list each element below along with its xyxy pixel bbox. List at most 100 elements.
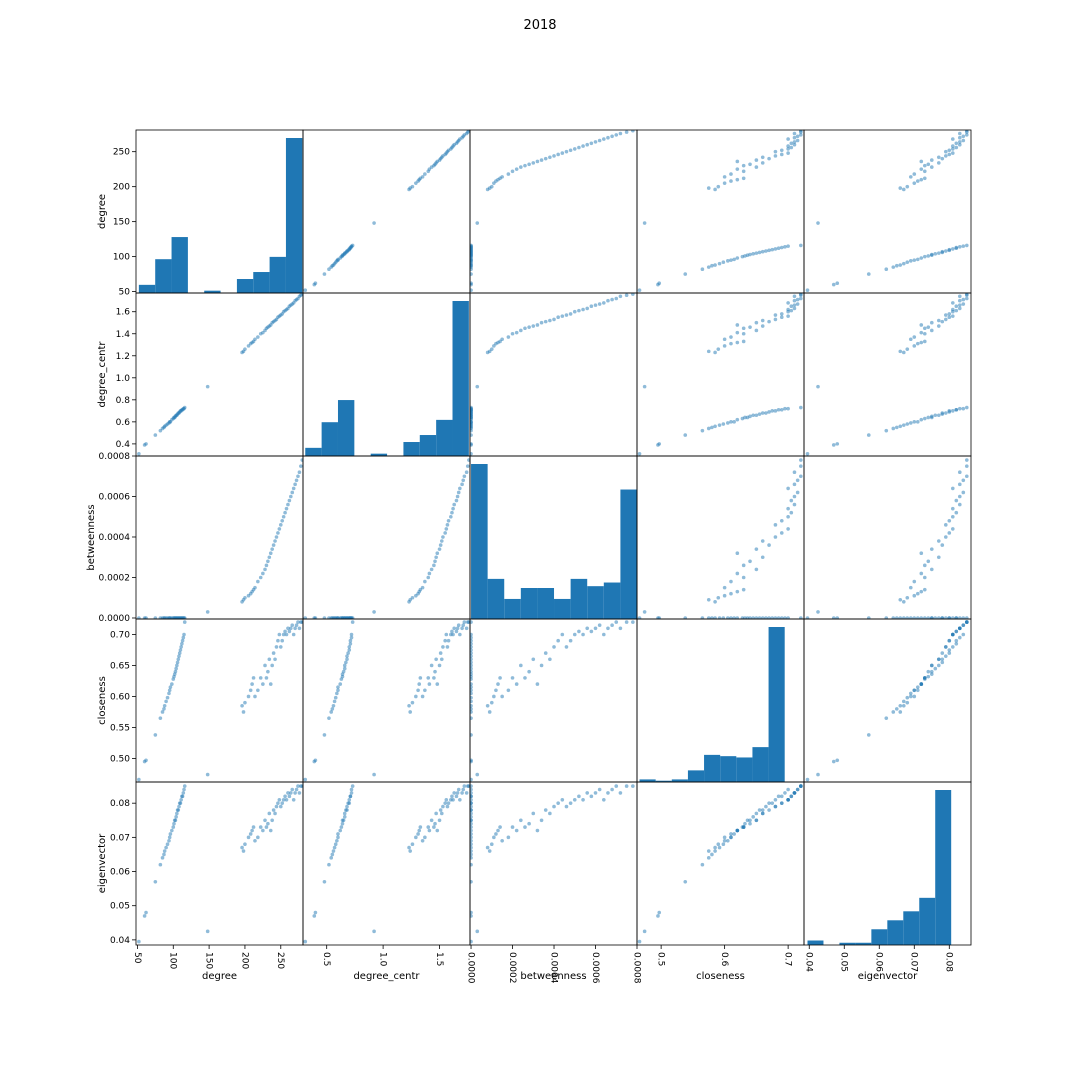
scatter-point (614, 296, 619, 301)
x-tick-label: 250 (275, 952, 285, 969)
scatter-point (470, 654, 473, 658)
scatter-point (330, 852, 335, 857)
scatter-point (273, 657, 277, 662)
scatter-point (713, 263, 717, 267)
y-tick-label: 0.60 (110, 692, 130, 702)
scatter-point (177, 654, 181, 658)
scatter-point (441, 645, 445, 649)
scatter-point (174, 815, 178, 819)
scatter-point (757, 250, 762, 255)
scatter-point (898, 703, 903, 708)
scatter-point (700, 862, 705, 867)
scatter-point (735, 828, 740, 833)
scatter-point (142, 914, 147, 918)
scatter-point (726, 616, 730, 619)
scatter-point (420, 585, 425, 590)
scatter-point (327, 716, 331, 720)
scatter-point (276, 801, 280, 805)
scatter-point (281, 797, 286, 802)
scatter-point (735, 417, 740, 422)
scatter-point (940, 411, 945, 415)
scatter-point (470, 632, 473, 637)
scatter-point (535, 159, 540, 164)
scatter-point (741, 825, 746, 829)
scatter-point (961, 623, 966, 627)
scatter-point (350, 620, 355, 624)
scatter-point (597, 138, 602, 143)
scatter-point (776, 794, 781, 799)
x-tick-label: 0.7 (783, 952, 793, 966)
scatter-point (866, 616, 871, 619)
scatter-point (340, 674, 345, 679)
scatter-point (564, 149, 569, 154)
scatter-point (445, 523, 450, 527)
scatter-point (748, 818, 752, 823)
scatter-point (950, 616, 955, 619)
scatter-point (816, 610, 820, 614)
scatter-point (470, 433, 473, 437)
scatter-point (435, 551, 440, 555)
scatter-point (957, 502, 962, 507)
scatter-point (342, 811, 347, 816)
scatter-point (568, 638, 573, 643)
cell-frame (469, 292, 638, 457)
scatter-point (957, 470, 962, 474)
scatter-point (919, 159, 924, 164)
x-tick-label: 0.0000 (465, 952, 475, 984)
scatter-point (929, 616, 934, 619)
scatter-point (278, 645, 283, 649)
scatter-point (246, 694, 251, 699)
scatter-point (341, 818, 346, 823)
scatter-point (475, 772, 480, 777)
scatter-point (618, 791, 623, 795)
scatter-point (560, 797, 565, 802)
scatter-point (799, 405, 803, 410)
scatter-point (465, 464, 470, 468)
scatter-point (137, 777, 141, 782)
scatter-point (713, 424, 717, 429)
scatter-point (726, 259, 730, 263)
cell-content (305, 301, 469, 456)
scatter-point (162, 849, 167, 853)
scatter-point (470, 710, 473, 714)
scatter-point (414, 181, 418, 185)
scatter-point (964, 464, 969, 468)
scatter-point (167, 688, 172, 693)
scatter-point (741, 587, 746, 592)
scatter-point (452, 791, 457, 795)
scatter-point (470, 669, 473, 674)
histogram-bar (171, 237, 188, 293)
scatter-point (470, 682, 473, 686)
histogram-bar (587, 586, 604, 619)
cell-content (805, 620, 969, 782)
scatter-point (416, 688, 420, 693)
scatter-point (589, 794, 594, 799)
histogram-bar (768, 627, 785, 782)
scatter-point (144, 758, 148, 763)
scatter-point (922, 326, 927, 331)
scatter-point (912, 344, 917, 348)
cell-closeness-vs-closeness (636, 618, 805, 783)
scatter-point (805, 451, 810, 456)
scatter-point (172, 821, 176, 826)
scatter-point (783, 406, 787, 411)
scatter-point (322, 272, 327, 276)
y-tick-label: 0.0002 (99, 573, 131, 583)
scatter-point (510, 331, 515, 336)
scatter-point (735, 330, 740, 335)
scatter-point (706, 597, 711, 602)
scatter-point (289, 626, 293, 631)
scatter-point (717, 616, 722, 619)
scatter-point (624, 620, 629, 624)
scatter-point (445, 645, 450, 649)
scatter-point (514, 167, 519, 171)
y-tick-label: 0.0008 (99, 452, 131, 462)
scatter-point (735, 571, 740, 576)
scatter-point (451, 632, 455, 637)
scatter-point (786, 147, 790, 151)
scatter-point (287, 629, 292, 634)
scatter-point (489, 184, 494, 189)
scatter-point (464, 470, 469, 474)
scatter-point (572, 309, 577, 314)
y-tick-label: 1.0 (116, 374, 131, 384)
